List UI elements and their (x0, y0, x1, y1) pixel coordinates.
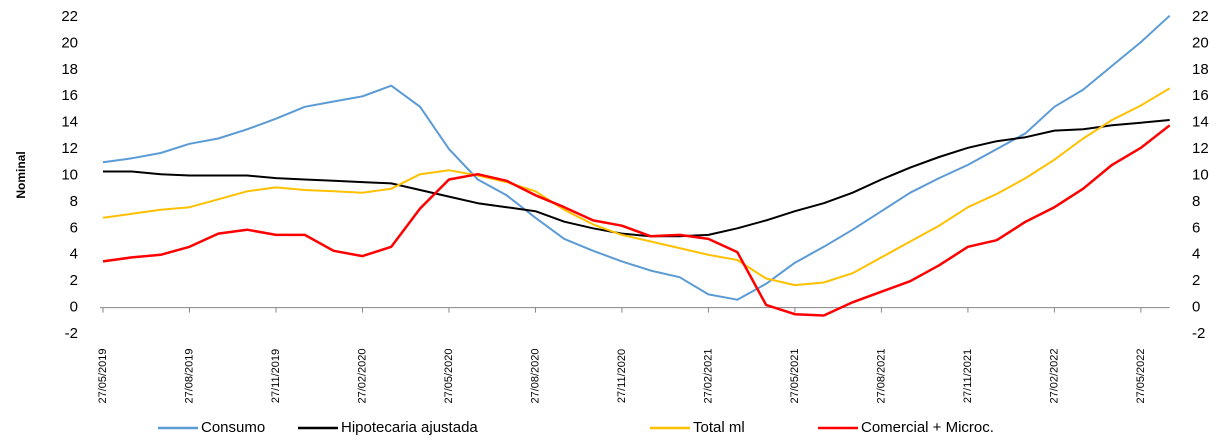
y2-tick-label: 16 (1192, 87, 1209, 104)
y-tick-label: 12 (61, 140, 78, 157)
y-tick-label: 16 (61, 87, 78, 104)
y2-tick-label: 20 (1192, 34, 1209, 51)
y-tick-label: 2 (70, 272, 78, 289)
x-tick-label: 27/05/2021 (789, 348, 801, 403)
x-tick-label: 27/05/2020 (443, 348, 455, 403)
legend-label: Total ml (693, 419, 745, 436)
y2-tick-label: 4 (1192, 246, 1200, 263)
x-tick-label: 27/08/2020 (529, 348, 541, 403)
x-tick-label: 27/05/2022 (1135, 348, 1147, 403)
series-line (103, 119, 1170, 238)
x-tick-label: 27/11/2019 (270, 349, 282, 403)
y2-tick-label: 10 (1192, 166, 1209, 183)
series-line (102, 14, 1171, 301)
y-tick-label: 10 (61, 166, 78, 183)
y-tick-label: 4 (70, 246, 78, 263)
x-tick-label: 27/08/2019 (183, 348, 195, 403)
y-tick-label: 6 (70, 219, 78, 236)
x-tick-label: 27/11/2021 (962, 349, 974, 403)
legend-label: Consumo (201, 419, 265, 436)
y2-tick-label: 8 (1192, 193, 1200, 210)
y-tick-label: 14 (61, 114, 78, 131)
y2-tick-label: 2 (1192, 272, 1200, 289)
y2-tick-label: 14 (1192, 114, 1209, 131)
x-tick-label: 27/02/2021 (702, 348, 714, 403)
y-tick-label: 8 (70, 193, 78, 210)
x-tick-label: 27/02/2022 (1048, 348, 1060, 403)
y-tick-label: 0 (70, 299, 78, 316)
y-tick-label: -2 (65, 325, 78, 342)
y2-tick-label: 18 (1192, 61, 1209, 78)
y2-tick-label: 0 (1192, 299, 1200, 316)
y2-tick-label: 12 (1192, 140, 1209, 157)
legend-label: Hipotecaria ajustada (341, 419, 478, 436)
y2-tick-label: 6 (1192, 219, 1200, 236)
y-tick-label: 22 (61, 8, 78, 25)
legend-label: Comercial + Microc. (861, 419, 994, 436)
x-tick-label: 27/11/2020 (616, 349, 628, 403)
series-line (102, 124, 1171, 317)
y2-tick-label: -2 (1192, 325, 1205, 342)
x-tick-label: 27/08/2021 (875, 348, 887, 403)
x-tick-label: 27/05/2019 (97, 348, 109, 403)
series-line (102, 87, 1171, 287)
y-tick-label: 20 (61, 34, 78, 51)
y-axis-label: Nominal (14, 151, 28, 198)
y2-tick-label: 22 (1192, 8, 1209, 25)
x-tick-label: 27/02/2020 (356, 348, 368, 403)
y-tick-label: 18 (61, 61, 78, 78)
